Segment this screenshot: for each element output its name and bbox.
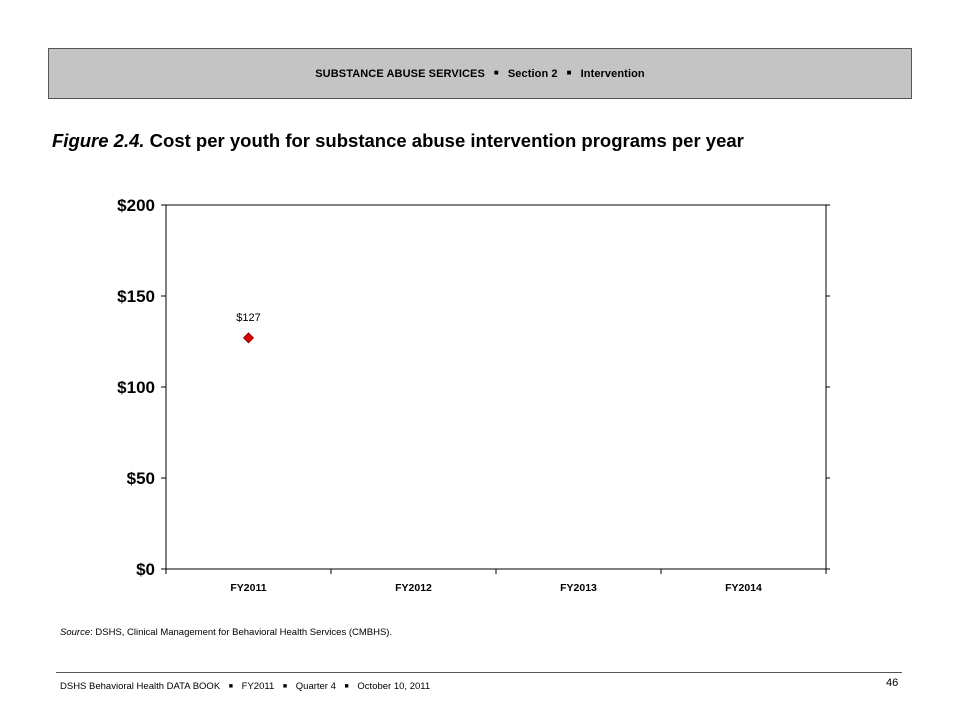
footer: DSHS Behavioral Health DATA BOOK ■ FY201… [60,681,430,692]
header-section-number: Section 2 [507,67,558,80]
footer-fiscal-year: FY2011 [241,681,275,692]
footer-publication: DSHS Behavioral Health DATA BOOK [60,681,221,692]
source-label: Source [60,627,91,638]
header-separator: ■ [566,68,572,77]
figure-caption: Cost per youth for substance abuse inter… [149,130,744,151]
header-separator: ■ [493,68,499,77]
x-tick-label: FY2011 [230,582,266,594]
footer-separator: ■ [282,683,288,690]
source-note: Source: DSHS, Clinical Management for Be… [60,627,392,638]
figure-title: Figure 2.4. Cost per youth for substance… [52,130,744,152]
footer-quarter: Quarter 4 [295,681,336,692]
footer-separator: ■ [228,683,234,690]
plot-area-frame [165,204,827,570]
x-tick-label: FY2013 [560,582,597,594]
header-section-name: SUBSTANCE ABUSE SERVICES [315,67,485,80]
figure-number: Figure 2.4. [52,130,145,151]
page-number: 46 [886,677,899,689]
y-tick-label: $100 [117,378,155,397]
y-tick-label: $0 [136,560,155,579]
footer-date: October 10, 2011 [357,681,431,692]
footer-separator: ■ [344,683,349,690]
y-tick-label: $50 [127,469,155,488]
header-subsection: Intervention [580,67,645,80]
source-text: : DSHS, Clinical Management for Behavior… [90,627,393,638]
section-header-band: SUBSTANCE ABUSE SERVICES ■ Section 2 ■ I… [48,48,912,99]
data-label: $127 [236,312,260,324]
data-point-marker [242,332,255,344]
footer-divider [56,672,902,673]
y-tick-label: $200 [117,196,155,215]
y-tick-label: $150 [117,287,155,306]
x-tick-label: FY2014 [725,582,762,594]
x-tick-label: FY2012 [395,582,432,594]
